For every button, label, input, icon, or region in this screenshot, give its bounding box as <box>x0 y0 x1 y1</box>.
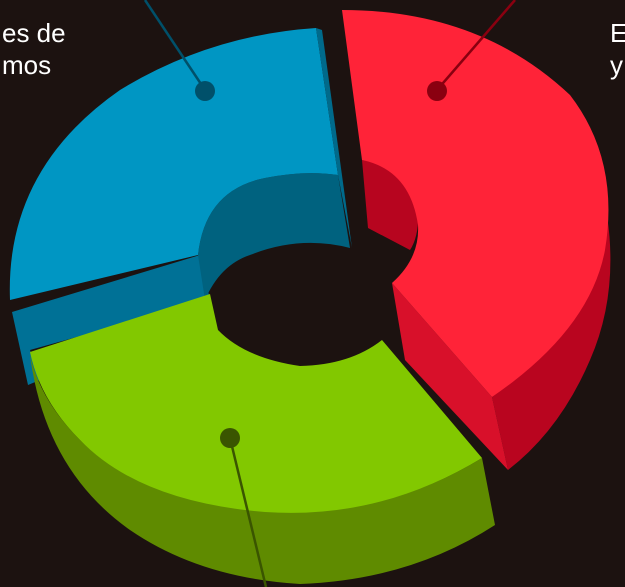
slice-blue <box>9 28 352 385</box>
leader-lines <box>143 0 516 587</box>
slice-blue-edge <box>316 28 352 248</box>
slice-label-red-line1: E <box>610 18 625 48</box>
leader-line-blue <box>143 0 207 91</box>
slice-red-inner <box>362 160 419 250</box>
slice-green-top <box>30 294 482 513</box>
leader-line-red <box>436 0 516 91</box>
leader-dot-blue <box>195 81 215 101</box>
leader-dot-red <box>427 81 447 101</box>
slice-blue-top <box>9 28 339 300</box>
slice-blue-side <box>12 255 210 385</box>
slice-red-top <box>342 10 609 397</box>
leader-line-green <box>228 437 268 587</box>
slice-red <box>342 10 611 470</box>
slice-green <box>30 294 495 584</box>
slice-red-cut <box>392 283 508 470</box>
slice-red-side <box>492 180 611 470</box>
slice-label-blue-line1: es de <box>2 18 66 48</box>
slice-blue-inner-wall <box>198 173 350 300</box>
slice-label-blue-line2: mos <box>2 50 52 80</box>
leader-dot-green <box>220 428 240 448</box>
slice-green-side <box>30 355 495 584</box>
slice-label-red-line2: y <box>610 50 623 80</box>
